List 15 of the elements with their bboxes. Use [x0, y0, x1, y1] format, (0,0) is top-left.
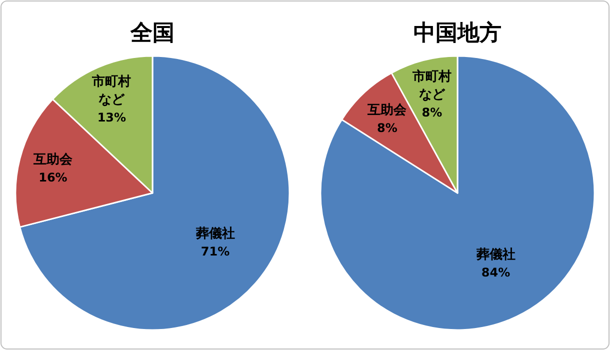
slice-label: 互助会 [32, 152, 74, 168]
data-label: 8% [376, 121, 398, 136]
slice-label: 市町村など [91, 74, 132, 108]
slice-label: 葬儀社 [475, 246, 516, 263]
slice-label: 葬儀社 [194, 226, 235, 242]
chart-title: 中国地方 [414, 20, 502, 46]
data-label: 84% [481, 266, 510, 280]
data-label: 13% [97, 110, 126, 125]
pie-slice [320, 55, 596, 331]
slice-label: 互助会 [366, 103, 408, 118]
data-label: 71% [200, 244, 230, 259]
data-label: 8% [422, 105, 442, 120]
chart-title: 全国 [130, 21, 174, 46]
data-label: 16% [38, 170, 68, 184]
slice-label: 市町村など [411, 68, 452, 102]
